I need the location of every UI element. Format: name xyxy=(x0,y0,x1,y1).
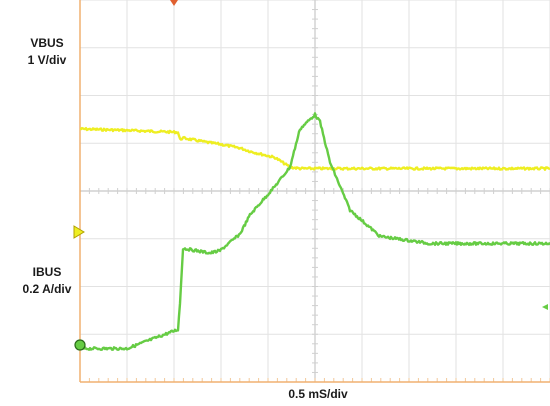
ibus-channel-label: IBUS xyxy=(33,265,62,279)
trace-vbus xyxy=(79,126,550,171)
trace-ibus xyxy=(79,112,550,351)
vbus-channel-label: VBUS xyxy=(30,36,63,50)
ibus-ground-marker-icon xyxy=(74,339,86,351)
ibus-scale-label: 0.2 A/div xyxy=(23,282,72,296)
trigger-position-icon xyxy=(170,0,178,6)
x-axis-label: 0.5 mS/div xyxy=(288,387,348,401)
vbus-ground-marker-icon xyxy=(73,225,85,239)
channel-markers xyxy=(73,0,548,351)
scope-traces xyxy=(79,112,550,351)
scope-grid xyxy=(79,0,550,383)
vbus-scale-label: 1 V/div xyxy=(28,53,67,67)
trigger-level-icon xyxy=(542,304,548,310)
